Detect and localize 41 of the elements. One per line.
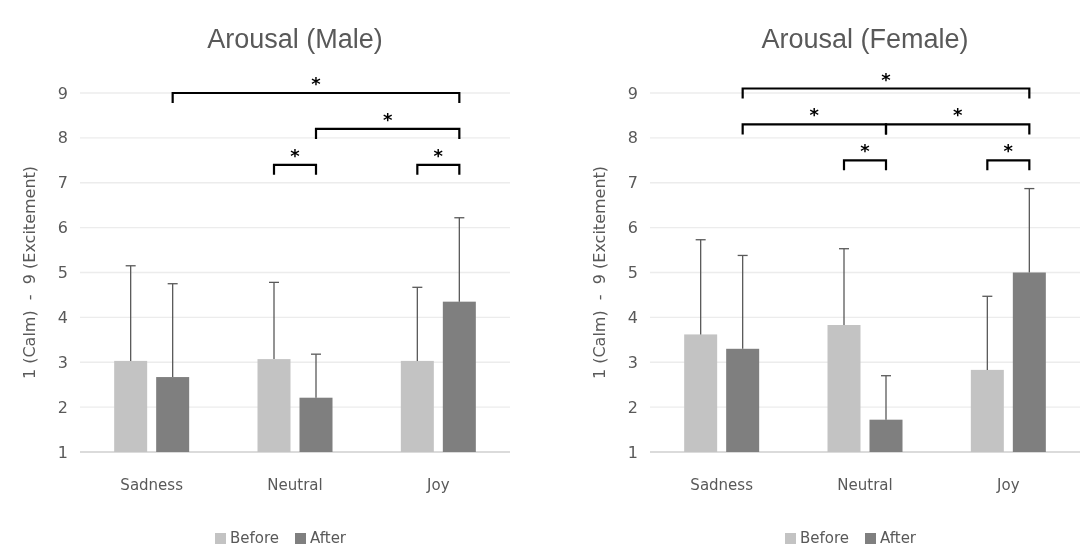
y-tick-label: 6	[627, 218, 638, 238]
y-tick-label: 4	[57, 307, 68, 327]
text: *	[881, 68, 892, 90]
x-tick-label: Neutral	[837, 476, 893, 494]
legend-label: Before	[230, 529, 280, 547]
y-tick-label: 2	[627, 397, 638, 417]
x-tick-label: Sadness	[120, 476, 184, 494]
annotation: *	[433, 144, 444, 166]
annotation: *	[290, 144, 301, 166]
annotation: *	[952, 104, 963, 126]
y-tick-label: 8	[57, 128, 68, 148]
y-tick-label: 3	[57, 352, 68, 372]
y-axis-title: 1 (Calm) - 9 (Excitement)	[590, 165, 609, 380]
annotation: *	[1003, 140, 1014, 162]
y-tick-label: 9	[57, 83, 68, 103]
y-tick-label: 7	[627, 173, 638, 193]
y-axis-title: 1 (Calm) - 9 (Excitement)	[20, 165, 39, 380]
annotation: *	[860, 140, 871, 162]
y-tick-label: 1	[57, 442, 68, 462]
y-tick-label: 9	[627, 83, 638, 103]
y-tick-label: 4	[627, 307, 638, 327]
y-tick-label: 3	[627, 352, 638, 372]
legend-label: After	[880, 529, 917, 547]
y-tick-label: 7	[57, 173, 68, 193]
y-tick-label: 5	[57, 263, 68, 283]
y-tick-label: 6	[57, 218, 68, 238]
chart-title: Arousal (Male)	[207, 24, 383, 54]
annotation: *	[382, 108, 393, 130]
annotation: *	[311, 73, 322, 94]
annotation: *	[809, 104, 820, 126]
y-tick-label: 2	[57, 397, 68, 417]
x-tick-label: Joy	[426, 476, 450, 494]
x-tick-label: Joy	[996, 476, 1020, 494]
x-tick-label: Sadness	[690, 476, 754, 494]
chart-title: Arousal (Female)	[761, 24, 969, 54]
y-tick-label: 5	[627, 263, 638, 283]
x-tick-label: Neutral	[267, 476, 323, 494]
legend-label: Before	[800, 529, 850, 547]
legend-label: After	[310, 529, 347, 547]
y-tick-label: 8	[627, 128, 638, 148]
y-tick-label: 1	[627, 442, 638, 462]
